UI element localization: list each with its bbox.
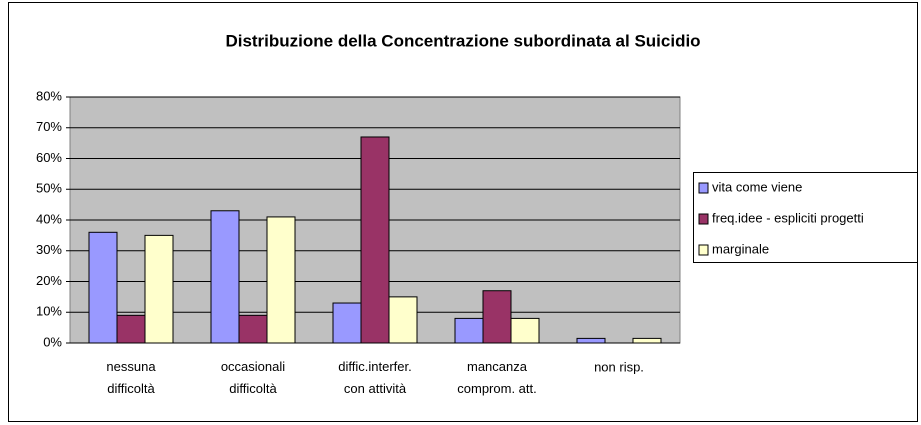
x-tick-label: occasionali difficoltà — [221, 359, 285, 396]
legend-swatch — [698, 213, 709, 225]
bar — [332, 302, 362, 344]
y-tick-label: 10% — [36, 304, 62, 319]
y-tick-label: 70% — [36, 119, 62, 134]
y-tick-label: 20% — [36, 273, 62, 288]
bar — [210, 210, 240, 344]
y-tick-label: 40% — [36, 211, 62, 226]
x-tick-label: mancanza comprom. att. — [457, 359, 536, 396]
y-tick-label: 60% — [36, 150, 62, 165]
bar — [510, 317, 540, 344]
bar — [88, 231, 118, 344]
y-tick-label: 30% — [36, 242, 62, 257]
legend-label: vita come viene — [712, 179, 802, 194]
x-tick-label: non risp. — [594, 359, 644, 374]
bar — [576, 337, 606, 344]
legend-label: freq.idee - espliciti progetti — [712, 210, 864, 225]
bar — [632, 337, 662, 344]
y-tick-label: 80% — [36, 88, 62, 103]
legend-label: marginale — [712, 241, 769, 256]
y-tick-label: 50% — [36, 181, 62, 196]
legend-swatch — [698, 182, 709, 194]
y-tick-label: 0% — [43, 334, 62, 349]
x-tick-label: diffic.interfer. con attività — [338, 359, 411, 396]
bar — [388, 296, 418, 344]
bar — [482, 290, 512, 344]
legend — [693, 172, 918, 263]
legend-swatch — [698, 244, 709, 256]
bar — [144, 234, 174, 344]
chart-title: Distribuzione della Concentrazione subor… — [225, 31, 700, 50]
bar — [238, 314, 268, 344]
bar — [454, 317, 484, 344]
x-tick-label: nessuna difficoltà — [106, 359, 156, 396]
bar — [360, 136, 390, 344]
bar — [116, 314, 146, 344]
bar — [266, 216, 296, 344]
